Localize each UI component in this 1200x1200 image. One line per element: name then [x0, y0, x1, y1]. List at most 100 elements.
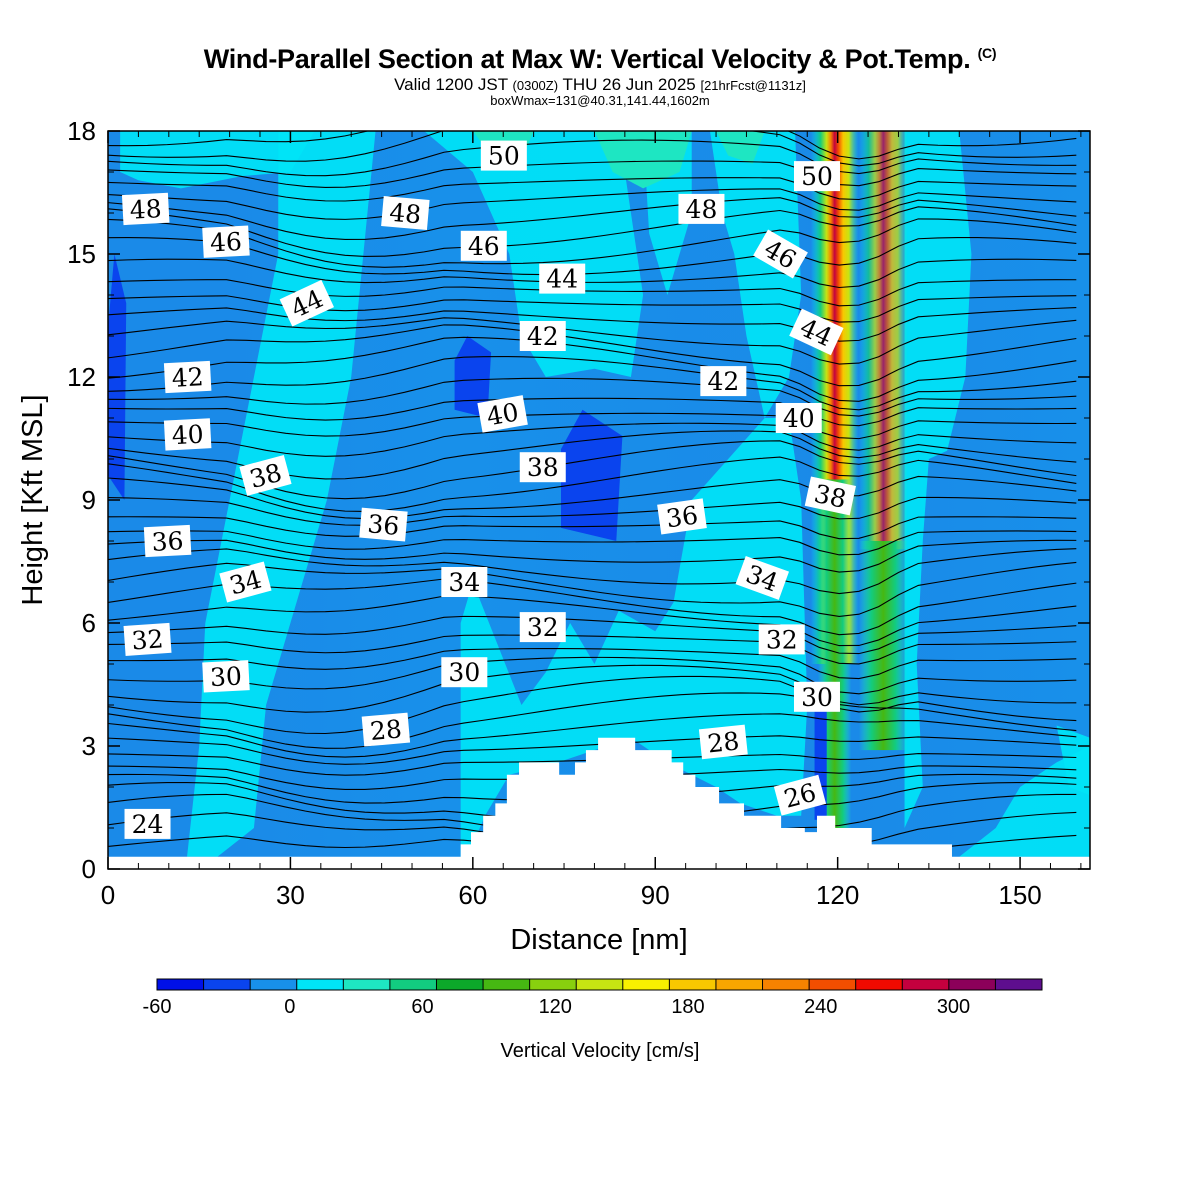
contour-label-text: 32	[131, 624, 165, 655]
y-tick-label: 12	[67, 362, 96, 392]
isentrope-line	[108, 422, 1077, 457]
contour-label: 46	[202, 225, 250, 258]
contour-label: 32	[758, 624, 805, 655]
contour-label: 28	[698, 724, 748, 760]
colorbar-swatch	[995, 979, 1043, 990]
colorbar-tick-label: 300	[937, 996, 970, 1018]
isentrope-line	[108, 131, 1077, 160]
isentrope-line	[108, 735, 1077, 765]
isentrope-line	[108, 456, 1077, 512]
contour-label: 48	[121, 192, 170, 226]
isentrope-line	[108, 139, 1077, 177]
contour-label-text: 28	[706, 726, 741, 758]
contour-label-text: 42	[171, 362, 204, 393]
isentrope-line	[108, 692, 1077, 749]
downdraft-region	[560, 409, 623, 541]
updraft-lower-secondary	[858, 541, 908, 751]
isentrope-line	[108, 131, 1077, 167]
contour-label-text: 32	[766, 625, 798, 654]
colorbar-tick-label: 60	[411, 996, 433, 1018]
isentrope-line	[108, 177, 1077, 202]
contour-label-text: 48	[686, 195, 718, 224]
contour-label-text: 50	[801, 162, 833, 191]
colorbar-tick-label: 180	[671, 996, 704, 1018]
contour-label: 30	[202, 660, 250, 693]
colorbar-tick-label: -60	[143, 996, 172, 1018]
isentrope-line	[108, 496, 1077, 526]
isentrope-line	[108, 295, 1077, 323]
contour-label-text: 44	[546, 265, 578, 294]
x-tick-label: 60	[458, 880, 487, 910]
x-tick-label: 90	[641, 880, 670, 910]
weak-updraft-region	[716, 131, 765, 164]
colorbar: -60 0 60 120 180 240 300 Vertical Velocity [cm/…	[143, 978, 1043, 1062]
contour-label-text: 36	[664, 500, 700, 533]
isentrope-line	[108, 377, 1077, 417]
contour-label: 42	[700, 366, 747, 397]
contour-label: 42	[519, 321, 566, 351]
contour-label-text: 40	[783, 404, 815, 433]
contour-label-text: 34	[448, 568, 480, 597]
x-tick-label: 30	[276, 880, 305, 910]
isentrope-line	[108, 530, 1077, 556]
isentrope-lines	[108, 131, 1077, 863]
contour-label: 38	[519, 452, 566, 483]
contour-label: 40	[775, 403, 822, 433]
colorbar-swatch	[576, 979, 624, 990]
cyan-updraft-region	[959, 746, 1090, 857]
y-tick-label: 9	[82, 485, 96, 515]
colorbar-label: Vertical Velocity [cm/s]	[501, 1040, 700, 1062]
contour-label: 42	[163, 360, 212, 394]
isentrope-line	[108, 539, 1077, 573]
terrain	[108, 737, 1090, 869]
chart-subtitle-valid-time: Valid 1200 JST (0300Z) THU 26 Jun 2025 […	[394, 75, 806, 94]
contour-label: 48	[381, 196, 430, 230]
isentrope-line	[108, 197, 1077, 241]
contour-label-text: 38	[527, 453, 559, 482]
colorbar-swatch	[343, 979, 391, 990]
contour-label: 50	[480, 140, 527, 171]
contour-label-text: 28	[369, 714, 403, 746]
chart-title: Wind-Parallel Section at Max W: Vertical…	[203, 44, 997, 74]
weak-updraft-region	[594, 131, 692, 189]
x-tick-label: 0	[101, 880, 115, 910]
isentrope-line	[108, 561, 1077, 618]
contour-label-text: 42	[707, 367, 739, 396]
isentrope-line	[108, 647, 1077, 680]
colorbar-swatch	[296, 979, 344, 990]
contour-label: 30	[793, 681, 840, 712]
isentrope-line	[108, 412, 1077, 440]
contour-label-text: 30	[801, 683, 833, 712]
isentrope-line	[108, 236, 1077, 276]
y-tick-label: 3	[82, 731, 96, 761]
colorbar-swatch	[855, 979, 903, 990]
contour-label-text: 42	[527, 322, 559, 351]
contour-label: 36	[359, 507, 408, 542]
isentrope-line	[108, 548, 1077, 595]
colorbar-swatch	[389, 979, 437, 990]
x-tick-label: 150	[998, 880, 1041, 910]
isentrope-line	[108, 355, 1077, 411]
isentrope-line	[108, 317, 1077, 365]
contour-label: 24	[124, 808, 171, 839]
contour-label-text: 30	[448, 658, 480, 687]
y-axis-label: Height [Kft MSL]	[17, 394, 49, 605]
contour-label: 38	[239, 454, 292, 496]
colorbar-tick-label: 240	[804, 996, 837, 1018]
contour-label-text: 50	[488, 142, 520, 171]
isentrope-line	[108, 664, 1077, 713]
isentrope-line	[108, 675, 1077, 735]
contour-label: 44	[539, 263, 586, 294]
contour-label-text: 30	[209, 661, 242, 692]
isentrope-line	[108, 713, 1077, 758]
contour-label: 32	[519, 612, 566, 643]
isentrope-line	[108, 475, 1077, 520]
cyan-updraft-region	[1056, 725, 1090, 796]
isentrope-line	[108, 188, 1077, 220]
isentrope-line	[108, 279, 1077, 307]
y-tick-label: 0	[82, 854, 96, 884]
x-axis-label: Distance [nm]	[510, 924, 687, 956]
contour-label-text: 46	[468, 232, 500, 261]
colorbar-swatch	[809, 979, 857, 990]
